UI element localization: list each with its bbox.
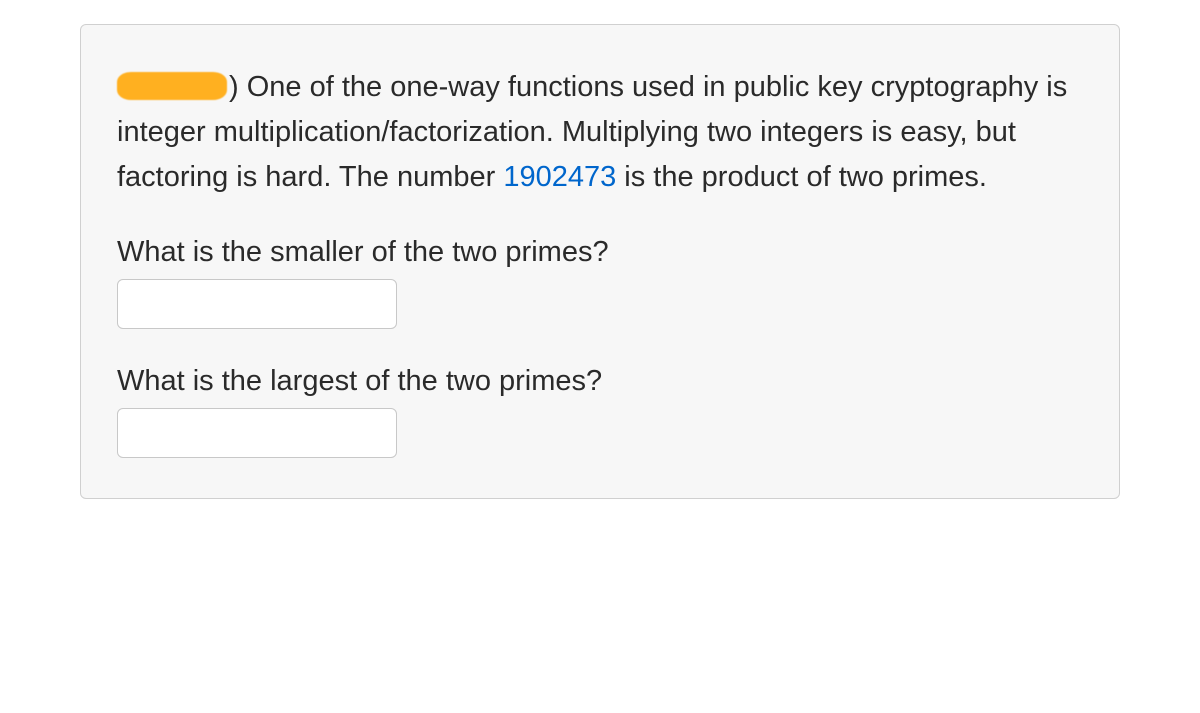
sub-question-1: What is the smaller of the two primes? [117, 236, 1083, 269]
highlight-marker [117, 72, 227, 100]
sub-question-2: What is the largest of the two primes? [117, 365, 1083, 398]
answer-input-smaller[interactable] [117, 279, 397, 329]
question-group-2: What is the largest of the two primes? [117, 365, 1083, 458]
paren-close: ) [229, 71, 239, 103]
intro-text-2: is the product of two primes. [616, 161, 987, 193]
answer-input-largest[interactable] [117, 408, 397, 458]
number-highlight: 1902473 [503, 161, 616, 193]
question-intro: ) One of the one-way functions used in p… [117, 65, 1083, 200]
question-box: ) One of the one-way functions used in p… [80, 24, 1120, 499]
question-group-1: What is the smaller of the two primes? [117, 236, 1083, 365]
